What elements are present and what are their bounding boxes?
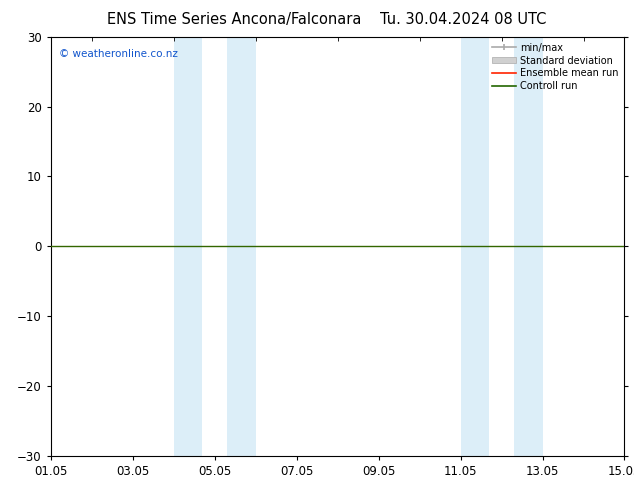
- Bar: [514, 37, 543, 456]
- Bar: [174, 37, 202, 456]
- Bar: [227, 37, 256, 456]
- Text: © weatheronline.co.nz: © weatheronline.co.nz: [60, 49, 178, 59]
- Text: ENS Time Series Ancona/Falconara: ENS Time Series Ancona/Falconara: [107, 12, 362, 27]
- Bar: [460, 37, 489, 456]
- Legend: min/max, Standard deviation, Ensemble mean run, Controll run: min/max, Standard deviation, Ensemble me…: [488, 39, 623, 95]
- Text: Tu. 30.04.2024 08 UTC: Tu. 30.04.2024 08 UTC: [380, 12, 546, 27]
